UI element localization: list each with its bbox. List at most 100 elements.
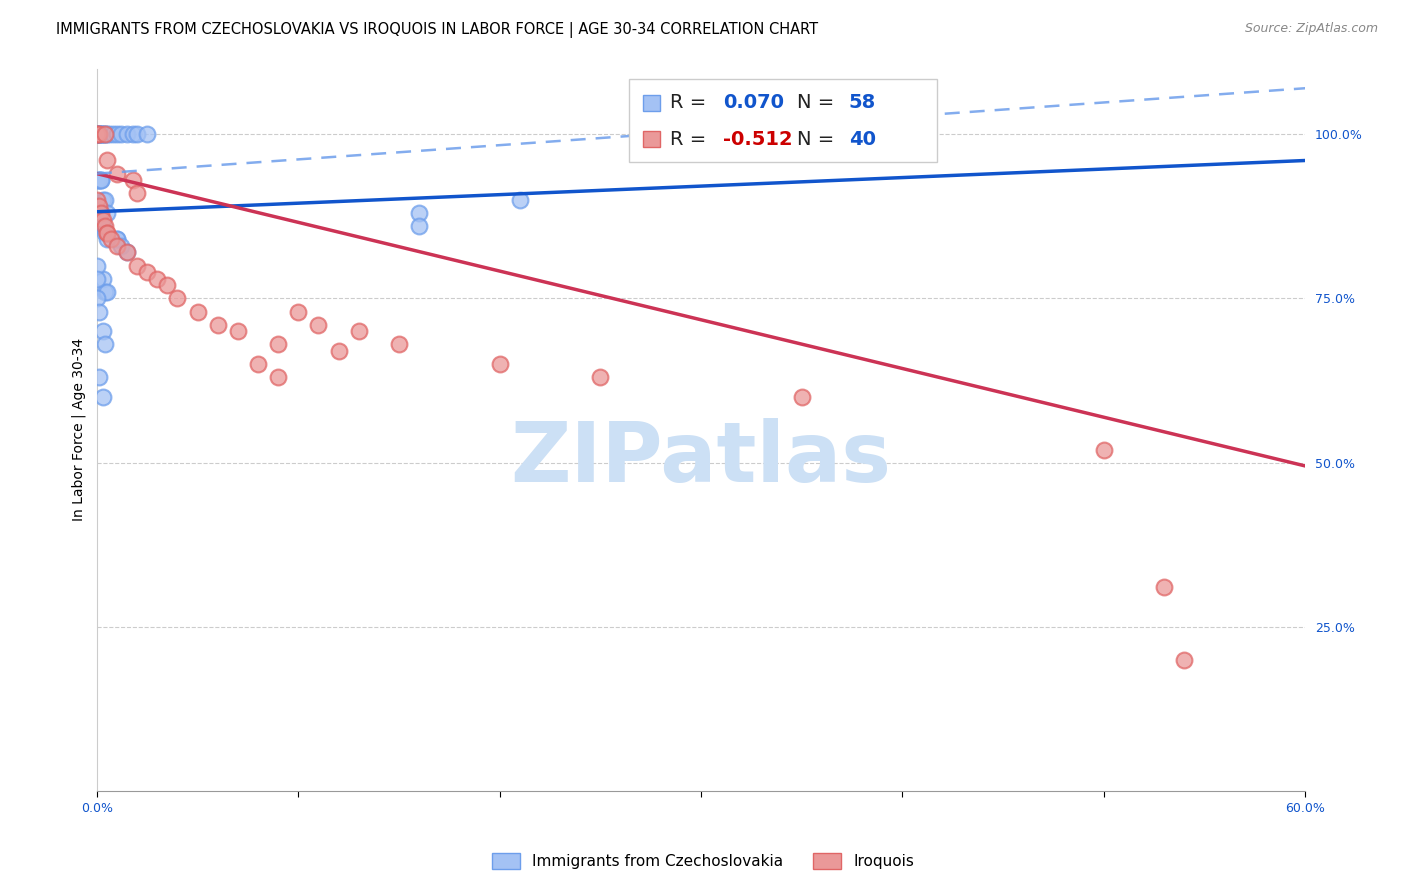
Point <box>86 127 108 141</box>
Text: R =: R = <box>671 93 713 112</box>
Point <box>166 292 188 306</box>
Point <box>90 127 112 141</box>
Point <box>94 285 117 299</box>
Text: Source: ZipAtlas.com: Source: ZipAtlas.com <box>1244 22 1378 36</box>
Point <box>96 127 118 141</box>
Point <box>105 127 128 141</box>
Point <box>110 127 132 141</box>
Point <box>90 127 112 141</box>
Point <box>408 219 430 234</box>
Point <box>307 318 329 332</box>
Legend: Immigrants from Czechoslovakia, Iroquois: Immigrants from Czechoslovakia, Iroquois <box>486 847 920 875</box>
Point <box>1153 581 1175 595</box>
Point <box>287 304 309 318</box>
Point <box>86 193 108 207</box>
Point <box>127 127 149 141</box>
Point <box>91 127 114 141</box>
Point <box>96 226 118 240</box>
Point <box>91 127 114 141</box>
Point <box>87 199 110 213</box>
Point <box>86 259 108 273</box>
Point <box>156 278 179 293</box>
Point <box>87 173 110 187</box>
Point <box>94 127 117 141</box>
Point <box>96 206 118 220</box>
Point <box>90 173 112 187</box>
Point <box>630 127 652 141</box>
Point <box>347 324 370 338</box>
Text: IMMIGRANTS FROM CZECHOSLOVAKIA VS IROQUOIS IN LABOR FORCE | AGE 30-34 CORRELATIO: IMMIGRANTS FROM CZECHOSLOVAKIA VS IROQUO… <box>56 22 818 38</box>
Point <box>790 390 813 404</box>
Point <box>115 245 138 260</box>
Point <box>115 127 138 141</box>
Point <box>1173 653 1195 667</box>
Point <box>589 370 612 384</box>
Y-axis label: In Labor Force | Age 30-34: In Labor Force | Age 30-34 <box>72 338 86 522</box>
Point <box>267 337 290 351</box>
Point <box>408 206 430 220</box>
Point <box>86 127 108 141</box>
Point <box>136 127 159 141</box>
Text: ZIPatlas: ZIPatlas <box>510 418 891 500</box>
Point <box>86 127 108 141</box>
Point <box>87 173 110 187</box>
Point <box>86 127 108 141</box>
Point <box>94 219 117 234</box>
Point <box>90 206 112 220</box>
Point <box>87 304 110 318</box>
Point <box>488 357 510 371</box>
Point <box>91 271 114 285</box>
Point <box>105 232 128 246</box>
Point <box>136 265 159 279</box>
Point <box>94 226 117 240</box>
Text: R =: R = <box>671 129 713 149</box>
Point <box>122 173 145 187</box>
Text: 40: 40 <box>849 129 876 149</box>
Point <box>86 127 108 141</box>
Point <box>87 127 110 141</box>
Point <box>100 232 122 246</box>
Text: -0.512: -0.512 <box>723 129 793 149</box>
Bar <box>628 79 936 162</box>
Text: N =: N = <box>797 93 841 112</box>
Point <box>207 318 229 332</box>
Point <box>91 219 114 234</box>
Point <box>146 271 169 285</box>
Point <box>91 212 114 227</box>
Point <box>96 226 118 240</box>
Point <box>94 127 117 141</box>
Point <box>86 127 108 141</box>
Point <box>90 219 112 234</box>
Point <box>226 324 249 338</box>
Point <box>87 370 110 384</box>
Point <box>90 173 112 187</box>
Point <box>87 127 110 141</box>
Point <box>94 193 117 207</box>
Point <box>328 343 350 358</box>
Point <box>115 245 138 260</box>
Point <box>96 285 118 299</box>
Point <box>91 390 114 404</box>
Point <box>96 232 118 246</box>
Point <box>110 239 132 253</box>
Point <box>87 127 110 141</box>
Point <box>86 271 108 285</box>
Text: 58: 58 <box>849 93 876 112</box>
Point <box>122 127 145 141</box>
Point <box>87 127 110 141</box>
Point <box>105 167 128 181</box>
Point <box>267 370 290 384</box>
Text: 0.070: 0.070 <box>723 93 785 112</box>
Point <box>87 127 110 141</box>
Point <box>91 324 114 338</box>
Point <box>246 357 269 371</box>
Point <box>105 239 128 253</box>
Point <box>86 127 108 141</box>
Point <box>388 337 411 351</box>
Point <box>86 292 108 306</box>
Point <box>127 259 149 273</box>
Bar <box>643 131 661 147</box>
Point <box>91 193 114 207</box>
Point <box>86 173 108 187</box>
Point <box>187 304 209 318</box>
